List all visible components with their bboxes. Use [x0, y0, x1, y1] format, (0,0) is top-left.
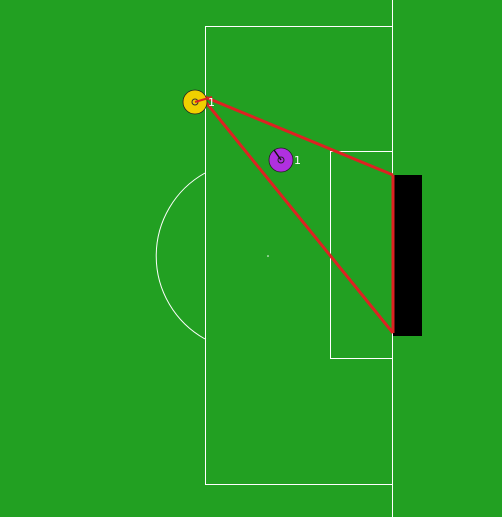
- player-purple-label: 1: [294, 154, 301, 167]
- player-direction-icon: [194, 96, 213, 103]
- shot-line-far-post: [198, 94, 395, 334]
- player-yellow-label: 1: [208, 96, 215, 109]
- goal: [393, 175, 422, 336]
- shot-cone: [198, 93, 395, 334]
- player-center-icon: [277, 156, 285, 164]
- player-purple[interactable]: 1: [268, 147, 301, 173]
- shot-line-near-post: [199, 93, 394, 177]
- penalty-spot: [267, 255, 269, 257]
- penalty-arc: [155, 172, 206, 340]
- player-yellow[interactable]: 1: [182, 89, 215, 115]
- player-direction-icon: [273, 149, 282, 161]
